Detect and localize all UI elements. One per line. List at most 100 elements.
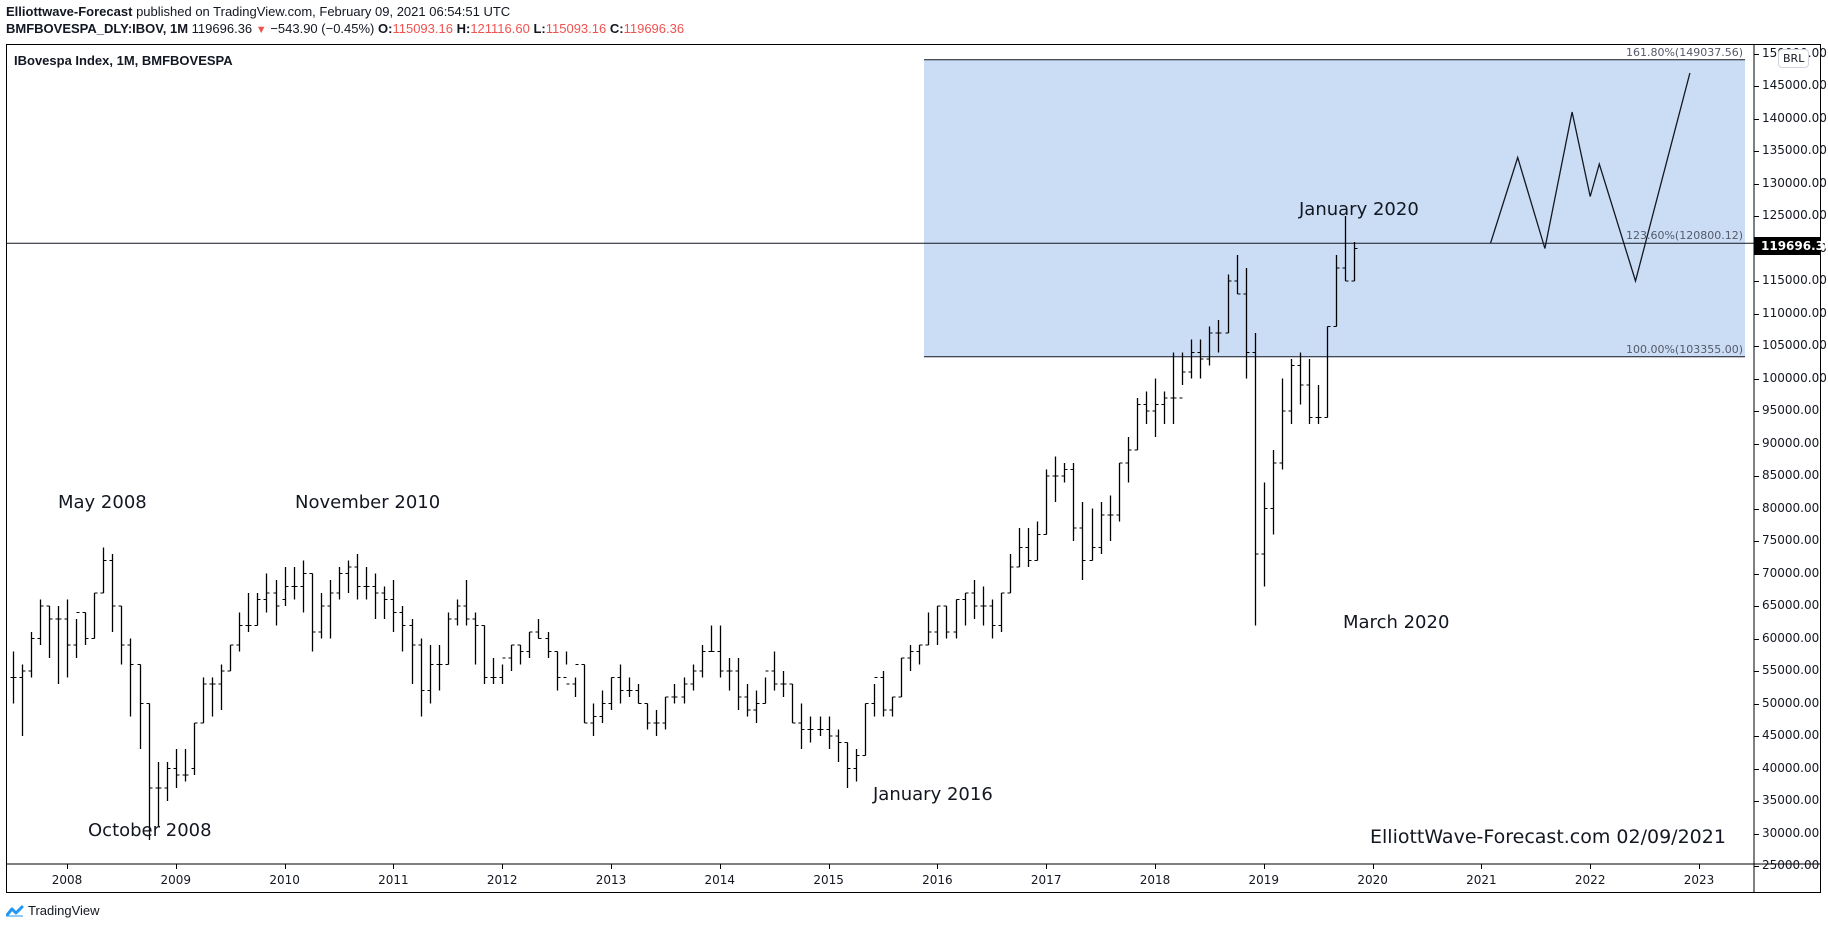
chart-title: IBovespa Index, 1M, BMFBOVESPA [14, 53, 233, 68]
chart-annotation[interactable]: October 2008 [88, 820, 212, 841]
price-axis-label: 55000.00 [1762, 663, 1820, 677]
ohlc-bars [10, 216, 1358, 840]
down-arrow-icon: ▼ [255, 24, 267, 36]
time-tick [937, 864, 939, 869]
price-tick [1754, 346, 1759, 347]
chart-annotation[interactable]: January 2016 [873, 784, 993, 805]
price-axis-label: 140000.00 [1762, 110, 1827, 125]
time-tick [67, 864, 68, 869]
time-tick [1372, 864, 1374, 869]
fib-level-label: 100.00%(103355.00) [1625, 342, 1743, 356]
tradingview-logo-text: TradingView [28, 903, 100, 918]
publisher-name[interactable]: Elliottwave-Forecast [6, 4, 133, 19]
fib-level-label: 161.80%(149037.56) [1625, 45, 1743, 59]
chart-annotation[interactable]: March 2020 [1343, 612, 1450, 633]
chart-annotation[interactable]: January 2020 [1299, 199, 1419, 220]
price-tick [1754, 151, 1759, 152]
price-axis-label: 75000.00 [1762, 533, 1820, 547]
chart-annotation[interactable]: May 2008 [58, 492, 147, 513]
price-axis-label: 125000.00 [1762, 208, 1827, 222]
price-tick [1754, 86, 1759, 87]
price-tick [1754, 118, 1759, 120]
price-axis-label: 110000.00 [1762, 305, 1827, 320]
price-tick [1754, 638, 1759, 640]
price-tick [1754, 736, 1759, 737]
time-axis-label: 2021 [1466, 873, 1497, 887]
price-tick [1754, 573, 1759, 575]
price-tick [1754, 411, 1759, 412]
open-label: O: [378, 21, 393, 36]
time-axis-label: 2020 [1357, 873, 1388, 887]
time-axis-label: 2008 [51, 873, 83, 887]
price-axis-label: 90000.00 [1762, 435, 1820, 450]
price-axis-label: 65000.00 [1762, 598, 1820, 612]
time-axis-label: 2011 [378, 873, 409, 887]
price-tick [1754, 671, 1759, 672]
fib-level-label: 123.60%(120800.12) [1625, 229, 1743, 243]
price-tick [1754, 703, 1759, 705]
price-tick [1754, 866, 1759, 867]
price-axis-label: 95000.00 [1762, 403, 1820, 417]
price-tick [1754, 541, 1759, 542]
currency-badge[interactable]: BRL [1778, 49, 1810, 68]
price-axis-label: 70000.00 [1762, 565, 1820, 580]
price-axis-label: 130000.00 [1762, 175, 1827, 190]
current-price-marker: 119696.36 [1754, 237, 1828, 255]
price-tick [1754, 216, 1759, 217]
time-tick [1046, 864, 1048, 869]
price-axis-label: 25000.00 [1762, 858, 1820, 872]
price-axis-label: 60000.00 [1762, 630, 1820, 645]
price-tick [1754, 508, 1759, 510]
chart-annotation[interactable]: November 2010 [295, 492, 441, 513]
open-value: 115093.16 [392, 21, 453, 36]
price-axis-label: 50000.00 [1762, 695, 1820, 710]
time-tick [175, 864, 177, 869]
time-tick [284, 864, 286, 869]
price-tick [1754, 606, 1759, 607]
time-tick [719, 864, 721, 869]
price-axis-label: 35000.00 [1762, 793, 1820, 807]
close-value: 119696.36 [623, 21, 685, 36]
price-tick [1754, 378, 1759, 380]
price-tick [1754, 53, 1759, 55]
price-axis-label: 115000.00 [1762, 273, 1827, 287]
time-axis-label: 2016 [922, 873, 953, 887]
price-tick [1754, 313, 1759, 315]
close-label: C: [609, 21, 624, 36]
time-axis-label: 2017 [1030, 873, 1062, 887]
time-tick [393, 864, 395, 869]
low-label: L: [533, 21, 546, 36]
time-axis-label: 2013 [595, 873, 627, 887]
symbol-name: BMFBOVESPA_DLY:IBOV, 1M [6, 21, 189, 36]
price-axis-label: 145000.00 [1762, 78, 1827, 92]
time-axis-label: 2018 [1139, 873, 1171, 887]
price-axis-label: 45000.00 [1762, 728, 1820, 742]
time-tick [1263, 864, 1265, 869]
price-axis-label: 85000.00 [1762, 468, 1820, 482]
time-axis-label: 2023 [1683, 873, 1715, 887]
price-axis-label: 80000.00 [1762, 500, 1820, 515]
time-axis-label: 2014 [704, 873, 736, 887]
low-value: 115093.16 [545, 21, 607, 36]
price-tick [1754, 768, 1759, 770]
time-tick [1155, 864, 1156, 869]
time-tick [1481, 864, 1483, 869]
price-axis-label: 135000.00 [1762, 143, 1827, 157]
time-axis-label: 2010 [269, 873, 300, 887]
time-tick [502, 864, 504, 869]
watermark: ElliottWave-Forecast.com 02/09/2021 [1370, 826, 1726, 848]
time-tick [611, 864, 612, 869]
symbol-legend: BMFBOVESPA_DLY:IBOV, 1M 119696.36 ▼ −543… [6, 21, 684, 36]
publish-date: published on TradingView.com, February 0… [136, 4, 511, 19]
price-axis-label: 105000.00 [1762, 338, 1827, 352]
time-axis-label: 2015 [813, 873, 844, 887]
tradingview-logo-icon [6, 905, 24, 916]
time-axis-label: 2012 [486, 873, 518, 887]
price-axis-label: 30000.00 [1762, 825, 1820, 840]
time-axis-label: 2009 [160, 873, 192, 887]
price-tick [1754, 443, 1759, 445]
price-tick [1754, 833, 1759, 835]
high-label: H: [456, 21, 471, 36]
tradingview-logo[interactable]: TradingView [6, 903, 100, 918]
